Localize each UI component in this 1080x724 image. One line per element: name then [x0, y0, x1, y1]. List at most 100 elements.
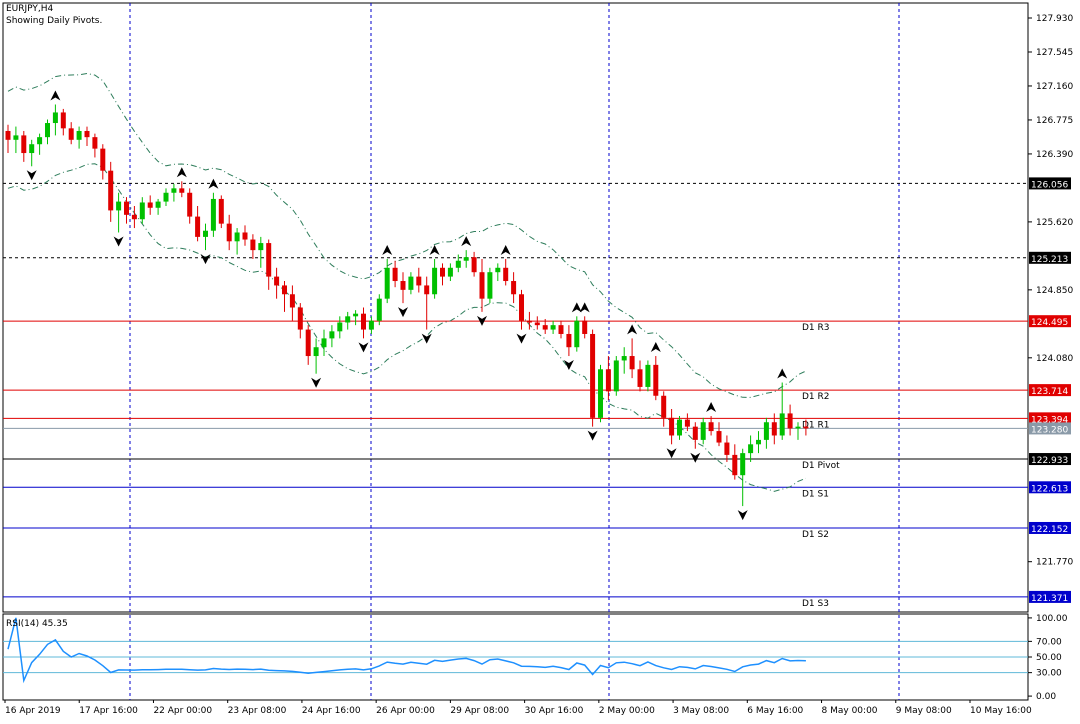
candle-body	[440, 267, 445, 277]
fractal-down-arrow	[563, 360, 574, 371]
price-tick-label: 124.850	[1036, 286, 1073, 296]
date-tick-label: 23 Apr 08:00	[228, 706, 287, 716]
candle-body	[368, 320, 374, 330]
candle-body	[455, 260, 461, 268]
candle-body	[68, 128, 74, 140]
fractal-down-arrow	[737, 510, 748, 521]
fractal-down-arrow	[113, 236, 124, 247]
price-tick-label: 127.930	[1036, 14, 1073, 24]
fractal-up-arrow	[571, 302, 582, 313]
rsi-tick-label: 70.00	[1036, 637, 1062, 647]
fractal-up-arrow	[50, 90, 61, 101]
candle-body	[353, 313, 359, 317]
candle-body	[337, 322, 343, 332]
pivot-label: D1 R1	[802, 420, 830, 430]
rsi-line	[7, 617, 806, 684]
main-pane-border	[2, 2, 1029, 613]
candle-body	[226, 223, 232, 242]
candle-body	[637, 369, 643, 387]
candle-body	[771, 422, 777, 436]
candle-body	[787, 413, 793, 429]
candle-body	[92, 137, 98, 149]
price-tick-label: 127.160	[1036, 82, 1073, 92]
pivot-price-tag: 124.495	[1031, 318, 1068, 328]
candle-body	[258, 243, 264, 251]
fractal-down-arrow	[690, 452, 701, 463]
date-tick-label: 10 May 16:00	[970, 706, 1032, 716]
current-price-tag: 123.280	[1031, 425, 1068, 435]
fractal-up-arrow	[579, 302, 590, 313]
candle-body	[171, 188, 177, 193]
candle-body	[803, 426, 809, 429]
candle-body	[661, 395, 667, 418]
candle-body	[13, 135, 19, 140]
fractal-down-arrow	[26, 170, 37, 181]
date-tick-label: 6 May 16:00	[747, 706, 803, 716]
candle-body	[582, 320, 588, 334]
candle-body	[479, 272, 485, 299]
candle-body	[795, 426, 801, 429]
dotted-price-tag-bg	[1029, 177, 1071, 190]
pivot-label: D1 S2	[802, 530, 829, 540]
date-tick-label: 30 Apr 16:00	[525, 706, 584, 716]
candle-body	[550, 325, 556, 330]
dotted-price-tag-bg	[1029, 251, 1071, 264]
candle-body	[558, 325, 564, 334]
upper-band	[7, 72, 807, 398]
fractal-up-arrow	[382, 244, 393, 255]
candle-body	[147, 202, 153, 208]
candle-body	[52, 112, 58, 124]
fractal-down-arrow	[477, 315, 487, 326]
candle-body	[471, 257, 477, 273]
pivot-price-tag: 121.371	[1031, 594, 1068, 604]
candle-body	[392, 267, 398, 282]
candle-body	[732, 454, 738, 476]
candle-body	[463, 257, 469, 261]
pivot-label: D1 S1	[802, 489, 829, 499]
candle-body	[526, 320, 532, 323]
date-tick-label: 17 Apr 16:00	[79, 706, 138, 716]
candle-body	[756, 439, 761, 445]
candle-body	[669, 417, 675, 436]
price-tick-label: 126.390	[1036, 150, 1073, 160]
candle-body	[677, 419, 682, 436]
candle-body	[763, 422, 769, 440]
candle-body	[424, 285, 430, 295]
price-tick-label: 121.770	[1036, 558, 1073, 568]
candle-body	[432, 267, 438, 295]
date-tick-label: 9 May 08:00	[896, 706, 952, 716]
candle-body	[305, 329, 311, 357]
pivot-label: D1 Pivot	[802, 461, 840, 471]
candle-body	[124, 201, 129, 215]
candle-body	[155, 201, 161, 208]
candle-body	[21, 135, 27, 154]
rsi-tick-label: 50.00	[1036, 653, 1062, 663]
candle-body	[708, 422, 714, 432]
date-tick-label: 24 Apr 16:00	[302, 706, 361, 716]
candle-body	[653, 364, 659, 396]
rsi-tick-label: 30.00	[1036, 669, 1062, 679]
current-price-tag-bg	[1029, 422, 1071, 435]
candle-body	[210, 198, 216, 231]
candle-body	[503, 267, 509, 282]
candle-body	[266, 243, 272, 277]
rsi-title: RSI(14) 45.35	[6, 619, 68, 629]
fractal-up-arrow	[650, 342, 661, 353]
candle-body	[297, 307, 303, 330]
pivot-price-tag: 123.394	[1031, 415, 1068, 425]
fractal-down-arrow	[666, 448, 677, 459]
candle-body	[447, 267, 453, 277]
chart-title: EURJPY,H4	[6, 4, 54, 14]
candle-body	[45, 123, 50, 138]
pivot-price-tag: 123.714	[1031, 387, 1068, 397]
candle-body	[289, 294, 295, 308]
candle-body	[242, 232, 248, 240]
candle-body	[629, 356, 635, 370]
fractal-up-arrow	[208, 178, 219, 189]
candle-body	[566, 333, 572, 348]
fractal-down-arrow	[398, 307, 408, 318]
pivot-price-tag-bg	[1029, 412, 1071, 425]
rsi-tick-label: 0.00	[1036, 692, 1056, 702]
candle-body	[400, 281, 406, 290]
